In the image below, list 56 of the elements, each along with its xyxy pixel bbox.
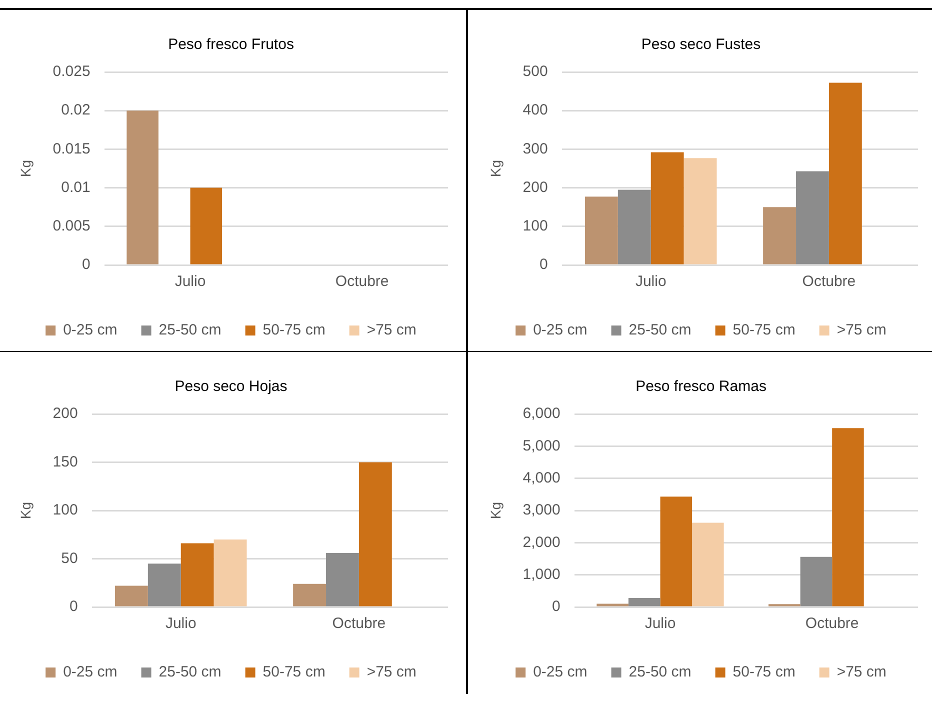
legend-label: >75 cm <box>366 322 416 339</box>
y-tick-label: 200 <box>52 405 78 422</box>
chart-title: Peso fresco Frutos <box>168 36 294 54</box>
legend-label: 25-50 cm <box>628 322 692 339</box>
legend-label: 0-25 cm <box>533 322 588 339</box>
legend-label: 50-75 cm <box>262 322 326 339</box>
y-tick-label: 0.01 <box>61 178 90 196</box>
y-tick-label: 4,000 <box>522 469 560 486</box>
y-tick-label: 0 <box>69 598 78 616</box>
y-tick-label: 0 <box>539 256 548 274</box>
legend-label: 0-25 cm <box>533 664 588 681</box>
y-axis-title: Kg <box>487 502 504 520</box>
y-tick-label: 6,000 <box>522 405 560 422</box>
chart-title: Peso seco Hojas <box>174 378 288 396</box>
y-tick-label: 400 <box>522 102 548 119</box>
x-tick-label: Julio <box>165 615 196 632</box>
legend-label: 0-25 cm <box>63 322 118 339</box>
y-tick-label: 5,000 <box>522 437 560 454</box>
legend-label: >75 cm <box>366 664 416 681</box>
x-tick-label: Julio <box>174 273 206 290</box>
y-tick-label: 300 <box>522 140 548 158</box>
y-tick-label: 0.02 <box>61 102 90 119</box>
x-tick-label: Octubre <box>335 273 389 290</box>
y-tick-label: 0.025 <box>52 63 90 80</box>
legend-label: >75 cm <box>836 664 886 681</box>
legend-label: 25-50 cm <box>628 664 692 681</box>
y-tick-label: 100 <box>52 502 78 519</box>
chart-title: Peso fresco Ramas <box>636 378 766 396</box>
y-tick-label: 1,000 <box>522 566 560 583</box>
y-tick-label: 500 <box>522 63 548 80</box>
legend-label: >75 cm <box>836 322 886 339</box>
chart-title: Peso seco Fustes <box>641 36 761 54</box>
legend-label: 50-75 cm <box>262 664 326 681</box>
x-tick-label: Octubre <box>802 273 856 290</box>
y-tick-label: 0 <box>552 598 560 616</box>
x-tick-label: Octubre <box>332 615 386 632</box>
x-tick-label: Julio <box>635 273 666 290</box>
y-tick-label: 150 <box>52 453 78 470</box>
legend-label: 0-25 cm <box>63 664 118 681</box>
y-tick-label: 0 <box>82 256 90 274</box>
y-tick-label: 50 <box>61 550 78 567</box>
y-tick-label: 200 <box>522 178 548 196</box>
y-axis-title: Kg <box>17 160 34 178</box>
y-tick-label: 0.015 <box>52 140 90 158</box>
x-tick-label: Octubre <box>805 615 859 632</box>
x-tick-label: Julio <box>644 615 676 632</box>
y-tick-label: 0.005 <box>52 218 90 235</box>
y-axis-title: Kg <box>17 502 34 520</box>
y-tick-label: 3,000 <box>522 502 560 519</box>
legend-label: 25-50 cm <box>158 322 222 339</box>
y-tick-label: 2,000 <box>522 534 560 551</box>
legend-label: 50-75 cm <box>732 664 796 681</box>
legend-label: 50-75 cm <box>732 322 796 339</box>
y-axis-title: Kg <box>487 160 504 178</box>
legend-label: 25-50 cm <box>158 664 222 681</box>
y-tick-label: 100 <box>522 218 548 235</box>
